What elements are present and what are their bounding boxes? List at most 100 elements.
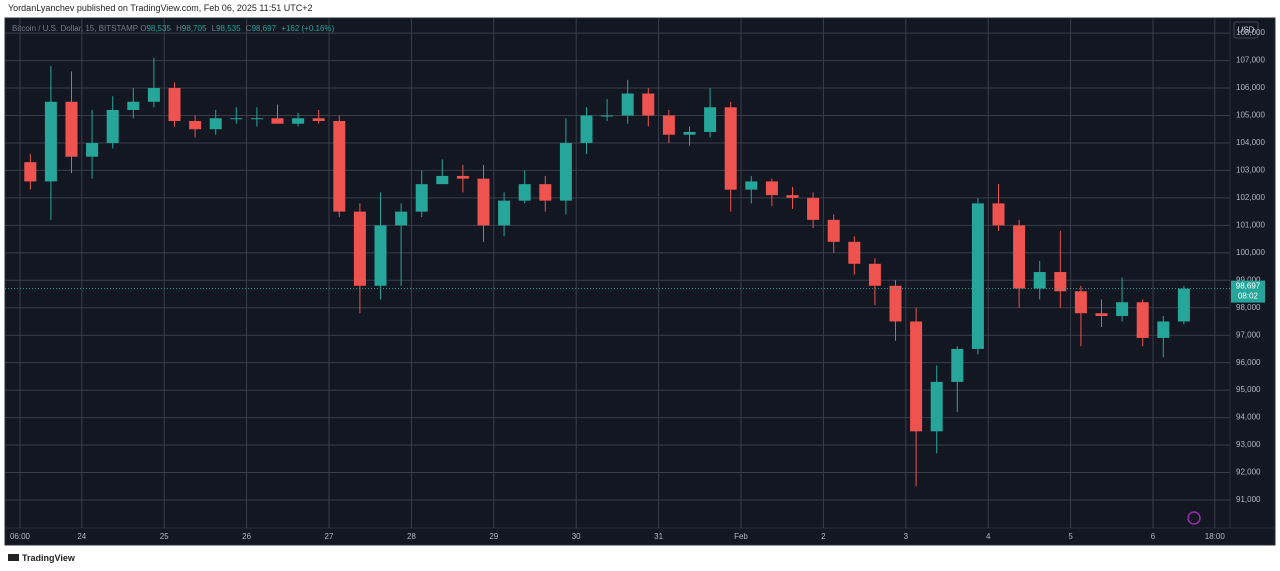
candle-body	[189, 120, 202, 130]
y-tick-label: 106,000	[1236, 83, 1265, 92]
x-tick-label: 25	[160, 532, 169, 541]
author-line: YordanLyanchev published on TradingView.…	[8, 3, 313, 13]
currency-box[interactable]	[1233, 21, 1259, 39]
x-tick-label: 06:00	[10, 532, 31, 541]
candle-body	[106, 110, 119, 143]
x-tick-label: 26	[242, 532, 251, 541]
candle-body	[271, 118, 284, 124]
y-tick-label: 105,000	[1236, 111, 1265, 120]
candle-body	[930, 381, 943, 432]
candle-body	[24, 162, 37, 182]
candle-body	[1095, 313, 1108, 316]
candle-body	[44, 101, 57, 182]
candle-body	[889, 285, 902, 322]
countdown: 08:02	[1238, 292, 1259, 301]
x-tick-label: Feb	[734, 532, 748, 541]
candle-body	[621, 93, 634, 116]
y-tick-label: 94,000	[1236, 413, 1261, 422]
x-tick-label: 28	[407, 532, 416, 541]
candle-body	[662, 115, 675, 135]
x-tick-label: 4	[986, 532, 991, 541]
candle-body	[86, 142, 99, 157]
candle-body	[1157, 321, 1170, 338]
y-tick-label: 91,000	[1236, 495, 1261, 504]
y-tick-label: 97,000	[1236, 330, 1261, 339]
candle-body	[848, 241, 861, 264]
candle-body	[209, 118, 222, 130]
y-tick-label: 108,000	[1236, 28, 1265, 37]
y-tick-label: 93,000	[1236, 440, 1261, 449]
brand: TradingView	[22, 553, 75, 563]
candle-body	[1177, 288, 1190, 322]
x-tick-label: 3	[904, 532, 909, 541]
candle-body	[1013, 225, 1026, 289]
ohlc-value: 98,535	[146, 24, 171, 33]
candle-body	[456, 175, 469, 179]
ohlc-label: H	[176, 24, 182, 33]
y-tick-label: 100,000	[1236, 248, 1265, 257]
ohlc-label: L	[211, 24, 217, 33]
candle-body	[683, 131, 696, 135]
last-price-box	[1231, 280, 1265, 303]
logo-icon[interactable]	[1187, 511, 1201, 525]
candle-body	[147, 88, 160, 102]
candle-body	[374, 225, 387, 286]
candle-body	[436, 175, 449, 185]
x-tick-label: 30	[572, 532, 581, 541]
candle-body	[415, 184, 428, 212]
y-tick-label: 107,000	[1236, 56, 1265, 65]
candle-body	[292, 118, 305, 124]
chart-background	[4, 17, 1276, 546]
candle-body	[786, 195, 799, 198]
candle-body	[395, 211, 408, 226]
x-tick-label: 6	[1151, 532, 1156, 541]
y-tick-label: 99,000	[1236, 275, 1261, 284]
candle-body	[827, 219, 840, 242]
candle-body	[250, 118, 263, 120]
candle-body	[1136, 302, 1149, 338]
candle-body	[1033, 272, 1046, 289]
x-tick-label: 29	[489, 532, 498, 541]
legend: Bitcoin / U.S. Dollar, 15, BITSTAMP O98,…	[12, 24, 337, 33]
candle-body	[601, 115, 614, 117]
candle-body	[230, 118, 243, 120]
ohlc-value: 98,705	[181, 24, 207, 33]
y-tick-label: 102,000	[1236, 193, 1265, 202]
candle-body	[333, 120, 346, 212]
ohlc-label: O	[140, 24, 147, 33]
y-tick-label: 101,000	[1236, 220, 1265, 229]
last-price-label: 98,697	[1236, 282, 1261, 291]
candle-body	[868, 263, 881, 286]
candle-body	[539, 184, 552, 201]
candle-body	[642, 93, 655, 116]
candle-body	[559, 142, 572, 201]
y-tick-label: 98,000	[1236, 303, 1261, 312]
y-tick-label: 96,000	[1236, 358, 1261, 367]
candle-body	[1116, 302, 1129, 316]
candle-body	[477, 178, 490, 226]
candle-body	[1074, 291, 1087, 314]
footer: TradingView	[8, 553, 75, 563]
candle-body	[765, 181, 778, 196]
candle-body	[724, 107, 737, 190]
y-tick-label: 92,000	[1236, 468, 1261, 477]
candle-body	[745, 181, 758, 190]
y-tick-label: 104,000	[1236, 138, 1265, 147]
symbol: Bitcoin / U.S. Dollar, 15, BITSTAMP	[12, 24, 138, 33]
candle-body	[312, 118, 325, 121]
candle-body	[127, 101, 140, 111]
candle-body	[971, 203, 984, 349]
x-tick-label: 18:00	[1205, 532, 1226, 541]
candle-body	[1054, 272, 1067, 292]
candle-body	[498, 200, 511, 226]
y-tick-label: 95,000	[1236, 385, 1261, 394]
candle-body	[951, 348, 964, 382]
x-tick-label: 5	[1068, 532, 1073, 541]
ohlc-value: 98,535	[216, 24, 241, 33]
x-tick-label: 27	[325, 532, 334, 541]
candle-body	[518, 184, 531, 201]
x-tick-label: 24	[77, 532, 86, 541]
brand-logo	[8, 554, 19, 561]
candle-body	[580, 115, 593, 143]
